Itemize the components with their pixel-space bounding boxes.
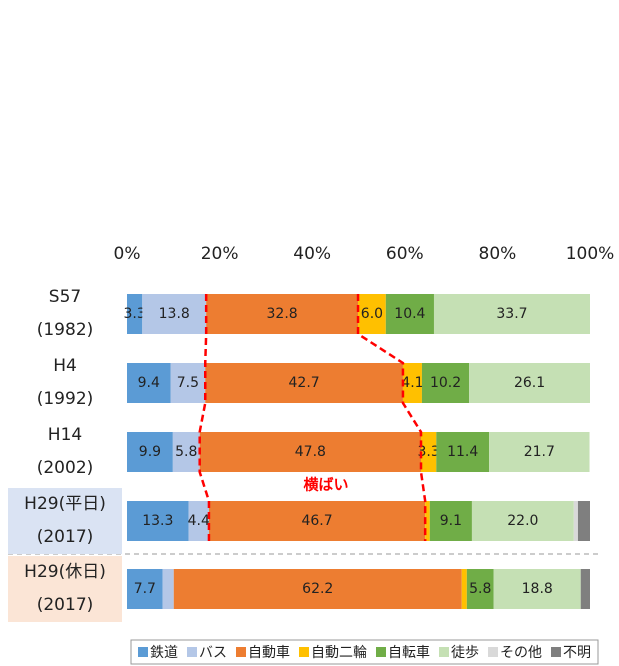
data-label: 18.8 (522, 581, 553, 597)
data-label: 46.7 (301, 513, 332, 529)
data-label: 5.8 (469, 581, 491, 597)
data-label: 26.1 (514, 375, 545, 391)
category-label: H29(平日) (2017) (8, 488, 122, 554)
x-tick-label: 40% (293, 244, 331, 264)
bar-segment (208, 501, 426, 541)
legend-swatch (551, 647, 561, 657)
data-label: 10.2 (430, 375, 461, 391)
bar-segment (127, 432, 173, 472)
bar-segment (127, 294, 143, 334)
trend-line (356, 294, 427, 541)
bar-segment (436, 432, 490, 472)
bar-segment (469, 363, 590, 403)
x-tick-label: 60% (386, 244, 424, 264)
bar-segment (127, 501, 189, 541)
data-label: 47.8 (295, 444, 326, 460)
bar-segment (127, 569, 163, 609)
x-tick-label: 0% (114, 244, 141, 264)
data-label: 3.3 (124, 306, 146, 322)
data-label: 10.4 (394, 306, 425, 322)
legend-label: その他 (500, 645, 542, 661)
bar-segment (489, 432, 590, 472)
data-label: 7.5 (177, 375, 199, 391)
legend-label: 自転車 (388, 644, 430, 661)
data-label: 9.4 (138, 375, 160, 391)
bar-segment (162, 569, 174, 609)
legend-label: 徒歩 (451, 645, 479, 661)
data-label: 9.1 (440, 513, 462, 529)
data-label: 22.0 (507, 513, 538, 529)
data-label: 42.7 (289, 375, 320, 391)
legend-label: 不明 (563, 645, 591, 661)
data-label: 13.3 (142, 513, 173, 529)
legend-box (130, 639, 599, 665)
legend-swatch (488, 647, 498, 657)
bar-segment (170, 363, 206, 403)
legend-label: バス (199, 645, 227, 661)
bar-segment (172, 432, 200, 472)
data-label: 5.8 (175, 444, 197, 460)
bar-segment (206, 294, 359, 334)
bar-segment (429, 501, 472, 541)
bar-segment (188, 501, 209, 541)
data-label: 4.4 (188, 513, 210, 529)
data-label: 33.7 (496, 306, 527, 322)
legend-swatch (299, 647, 309, 657)
bar-segment (173, 569, 462, 609)
bar-segment (461, 569, 467, 609)
bar-segment (425, 501, 430, 541)
bar-segment (433, 294, 590, 334)
data-label: 6.0 (361, 306, 383, 322)
bar-segment (493, 569, 581, 609)
x-tick-label: 20% (201, 244, 239, 264)
bar-segment (573, 501, 578, 541)
category-label: S57 (1982) (36, 287, 94, 340)
bar-segment (199, 432, 422, 472)
bar-segment (421, 432, 437, 472)
legend-swatch (187, 647, 197, 657)
data-label: 21.7 (524, 444, 555, 460)
x-tick-label: 100% (566, 244, 615, 264)
bar-segment (402, 363, 422, 403)
data-label: 4.1 (401, 375, 423, 391)
legend-swatch (236, 647, 246, 657)
legend-label: 自動車 (248, 644, 290, 661)
bar-segment (580, 569, 590, 609)
legend-swatch (439, 647, 449, 657)
bar-segment (471, 501, 574, 541)
bar-segment (358, 294, 386, 334)
data-label: 11.4 (447, 444, 478, 460)
legend-swatch (376, 647, 386, 657)
bar-segment (385, 294, 434, 334)
category-label: H4 (1992) (36, 356, 94, 409)
legend-label: 自動二輪 (311, 644, 367, 661)
data-label: 13.8 (159, 306, 190, 322)
category-label: H14 (2002) (36, 425, 94, 478)
bar-segment (205, 363, 403, 403)
bar-segment (142, 294, 207, 334)
data-label: 9.9 (139, 444, 161, 460)
x-tick-label: 80% (479, 244, 517, 264)
category-label: H29(休日) (2017) (8, 556, 122, 622)
bar-segment (127, 363, 171, 403)
data-label: 3.3 (418, 444, 440, 460)
data-label: 62.2 (302, 581, 333, 597)
legend-swatch (138, 647, 148, 657)
legend-label: 鉄道 (150, 645, 178, 661)
annotation: 横ばい (303, 476, 348, 494)
bar-segment (577, 501, 590, 541)
data-label: 32.8 (267, 306, 298, 322)
bar-segment (421, 363, 470, 403)
trend-line (198, 294, 211, 541)
bar-segment (466, 569, 494, 609)
data-label: 7.7 (134, 581, 156, 597)
